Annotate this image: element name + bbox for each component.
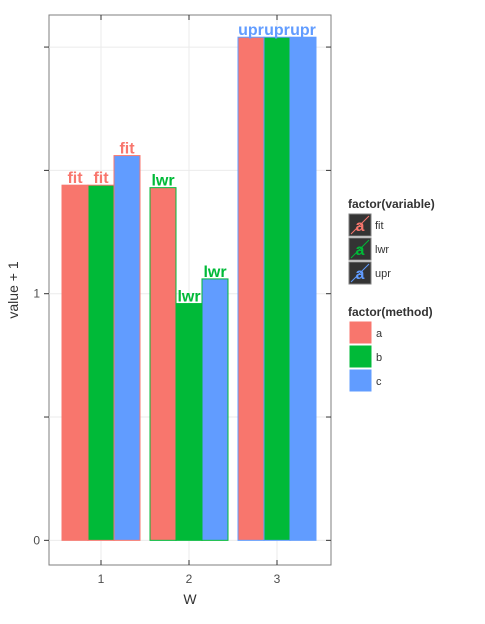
bar-label: upr <box>264 22 290 39</box>
bar-label: lwr <box>177 289 200 306</box>
y-tick-label: 0 <box>33 533 40 547</box>
y-tick-label: 1 <box>33 287 40 301</box>
legend-key-slash <box>350 263 370 283</box>
bar-1-b <box>87 184 115 541</box>
x-tick-label: 2 <box>186 572 193 586</box>
bar-label: fit <box>67 170 83 187</box>
legend-key-slash <box>350 239 370 259</box>
legend-label-b: b <box>376 352 382 364</box>
legend-key-glyph: a <box>356 266 365 283</box>
legend-label-fit: fit <box>375 220 384 232</box>
legend-key-glyph: a <box>356 242 365 259</box>
legend-key-b <box>348 344 373 369</box>
legend-label-upr: upr <box>375 268 391 280</box>
legend-key-a <box>348 320 373 345</box>
x-tick-label: 3 <box>274 572 281 586</box>
bar-label: lwr <box>151 173 174 190</box>
legend-label-lwr: lwr <box>375 244 389 256</box>
legend-label-a: a <box>376 328 383 340</box>
bar-label: lwr <box>203 264 226 281</box>
bar-2-b <box>175 303 203 541</box>
x-tick-label: 1 <box>98 572 105 586</box>
bar-label: upr <box>290 22 316 39</box>
legend-label-c: c <box>376 376 382 388</box>
legend-title-method: factor(method) <box>348 305 433 319</box>
legend-title-variable: factor(variable) <box>348 197 435 211</box>
bar-label: upr <box>238 22 264 39</box>
bar-label: fit <box>93 170 109 187</box>
bar-3-a <box>237 36 265 541</box>
bar-3-b <box>263 36 291 541</box>
bar-2-c <box>201 278 229 541</box>
bar-1-c <box>113 155 141 541</box>
bar-label: fit <box>119 141 135 158</box>
bar-1-a <box>61 184 89 541</box>
bar-3-c <box>289 36 317 541</box>
bar-2-a <box>149 187 177 541</box>
legend-key-slash <box>350 215 370 235</box>
legend-key-c <box>348 368 373 393</box>
legend-key-glyph: a <box>356 218 365 235</box>
x-axis-title: W <box>183 591 197 607</box>
y-axis-title: value + 1 <box>5 261 21 318</box>
